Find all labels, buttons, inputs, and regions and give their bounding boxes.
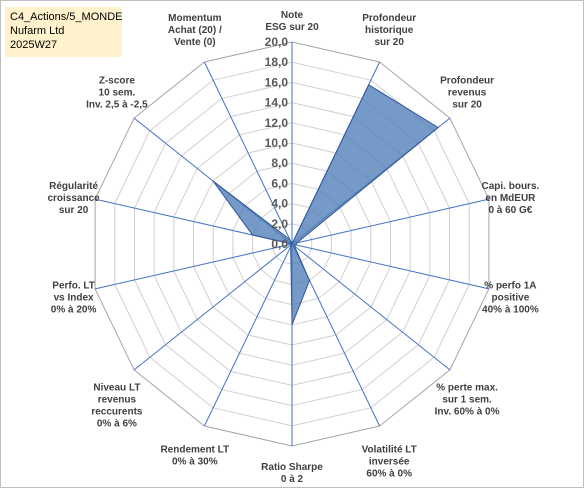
tick-label: 0,0 — [271, 237, 288, 251]
tick-label: 10,0 — [265, 136, 289, 150]
series-area — [212, 84, 439, 325]
tick-label: 16,0 — [265, 75, 289, 89]
tick-label: 8,0 — [271, 156, 288, 170]
axis-label-line: Ratio Sharpe — [261, 462, 323, 473]
axis-label-line: sur 20 — [374, 37, 404, 48]
tick-label: 12,0 — [265, 116, 289, 130]
axis-label-line: 0% à 20% — [51, 304, 97, 315]
axis-label-line: sur 20 — [59, 205, 89, 216]
axis-label-line: sur 20 — [452, 99, 482, 110]
axis-label-line: Vente (0) — [174, 37, 216, 48]
axis-label-line: Momentum — [168, 13, 221, 24]
tick-label: 4,0 — [271, 197, 288, 211]
tick-label: 20,0 — [265, 35, 289, 49]
info-week: 2025W27 — [10, 39, 58, 51]
info-company: Nufarm Ltd — [10, 25, 65, 37]
tick-label: 2,0 — [271, 217, 288, 231]
axis-label-line: en MdEUR — [485, 193, 536, 204]
axis-label-line: inversée — [369, 456, 410, 467]
radar-series — [212, 84, 439, 325]
axis-label-line: 10 sem. — [99, 87, 136, 98]
axis-label-line: Rendement LT — [160, 444, 229, 455]
radar-spoke-3 — [291, 198, 490, 245]
info-box: C4_Actions/5_MONDE Nufarm Ltd 2025W27 — [5, 7, 123, 57]
axis-label-8: Rendement LT0% à 30% — [160, 444, 229, 467]
axis-label-line: Volatilité LT — [362, 444, 417, 455]
info-category: C4_Actions/5_MONDE — [10, 11, 123, 23]
axis-label-line: Perfo. LT — [52, 280, 95, 291]
radar-spoke-10 — [94, 243, 293, 290]
tick-label: 14,0 — [265, 96, 289, 110]
axis-label-line: Profondeur — [362, 13, 416, 24]
radar-spoke-4 — [291, 243, 490, 290]
axis-label-line: 0 à 60 G€ — [488, 205, 532, 216]
axis-label-line: vs Index — [54, 292, 94, 303]
axis-label-line: 0 à 2 — [281, 474, 304, 485]
radar-tick-labels: 0,0 2,0 4,0 6,0 8,0 10,0 12,0 14,0 16,0 18,0 20,0 — [265, 35, 289, 251]
axis-label-line: Inv. 2,5 à -2,5 — [86, 99, 148, 110]
axis-label-line: Régularité — [49, 181, 98, 192]
tick-label: 6,0 — [271, 176, 288, 190]
axis-label-line: Achat (20) / — [168, 25, 222, 36]
axis-label-line: % perfo 1A — [484, 280, 536, 291]
axis-label-line: Note — [281, 10, 304, 21]
radar-spoke-13 — [203, 61, 293, 245]
radar-spoke-5 — [291, 243, 451, 371]
axis-label-line: sur 1 sem. — [442, 394, 492, 405]
axis-label-line: % perte max. — [436, 382, 498, 393]
axis-label-line: Niveau LT — [93, 382, 140, 393]
axis-label-line: Z-score — [99, 75, 136, 86]
tick-label: 18,0 — [265, 55, 289, 69]
radar-spoke-8 — [203, 243, 293, 427]
axis-label-line: reccurents — [91, 406, 143, 417]
axis-label-line: 60% à 0% — [366, 468, 412, 479]
axis-label-line: historique — [365, 25, 414, 36]
axis-label-line: croissance — [47, 193, 100, 204]
radar-spoke-9 — [133, 243, 293, 371]
axis-label-line: positive — [492, 292, 530, 303]
axis-label-line: revenus — [98, 394, 137, 405]
axis-label-line: 0% à 6% — [97, 418, 137, 429]
axis-label-line: 40% à 100% — [482, 304, 539, 315]
axis-label-line: Profondeur — [440, 75, 494, 86]
axis-label-line: ESG sur 20 — [265, 22, 319, 33]
axis-label-line: Capi. bours. — [482, 181, 540, 192]
axis-label-line: Inv. 60% à 0% — [435, 406, 500, 417]
axis-label-line: revenus — [448, 87, 487, 98]
axis-label-line: 0% à 30% — [172, 456, 218, 467]
axis-label-5: % perte max.sur 1 sem.Inv. 60% à 0% — [435, 382, 500, 417]
